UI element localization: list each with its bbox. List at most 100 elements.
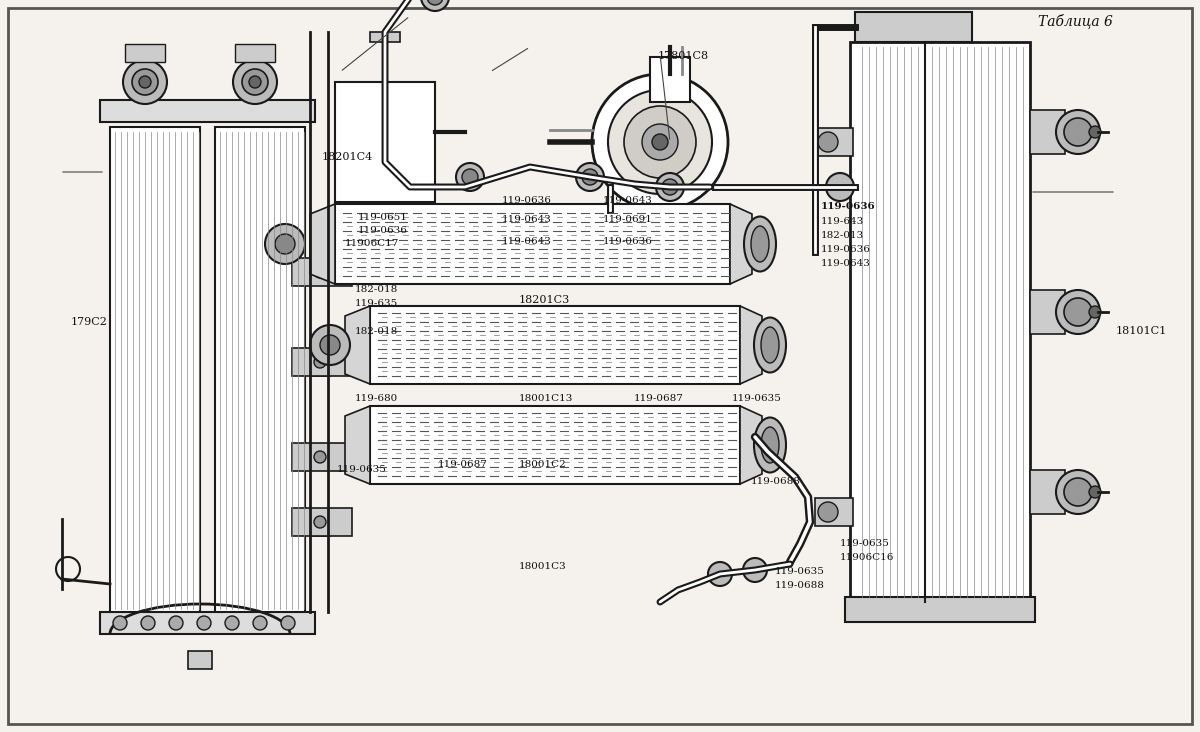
Bar [845,597,1034,622]
Circle shape [462,169,478,185]
Circle shape [576,163,604,191]
Circle shape [226,616,239,630]
Ellipse shape [754,318,786,373]
Circle shape [310,325,350,365]
Circle shape [582,169,598,185]
Text: 119-0643: 119-0643 [821,259,871,268]
Text: 182-018: 182-018 [355,285,398,294]
Text: 119-0636: 119-0636 [821,245,871,254]
Circle shape [818,502,838,522]
Text: 119-643: 119-643 [821,217,864,225]
Text: 18001С3: 18001С3 [518,562,566,571]
Text: 119-0635: 119-0635 [337,466,388,474]
Polygon shape [740,406,762,484]
Bar [188,651,212,669]
Bar [370,32,400,42]
Bar [1030,290,1066,334]
Bar [215,127,305,614]
Circle shape [265,224,305,264]
Circle shape [421,0,449,11]
Circle shape [656,173,684,201]
Bar [850,42,1030,602]
Text: 119-0635: 119-0635 [732,395,782,403]
Polygon shape [346,406,370,484]
Circle shape [818,132,838,152]
Bar [815,498,853,526]
Circle shape [1064,118,1092,146]
Text: Таблица 6: Таблица 6 [1038,13,1112,28]
Bar [1030,470,1066,514]
Bar [292,508,352,536]
Circle shape [1090,306,1102,318]
Polygon shape [310,204,335,284]
Text: 18201С3: 18201С3 [518,295,570,305]
Bar [310,352,330,376]
Circle shape [281,616,295,630]
Circle shape [253,616,266,630]
Circle shape [1064,298,1092,326]
Bar [235,44,275,62]
Bar [650,57,690,102]
Bar [292,443,352,471]
Text: 119-0635: 119-0635 [840,539,890,548]
Bar [110,127,200,614]
Bar [100,100,314,122]
Polygon shape [346,306,370,384]
Text: 119-0636: 119-0636 [821,202,876,211]
Circle shape [113,616,127,630]
Bar [1030,110,1066,154]
Text: 119-680: 119-680 [355,395,398,403]
Ellipse shape [744,217,776,272]
Text: 119-0687: 119-0687 [634,395,684,403]
Text: 119-0688: 119-0688 [775,581,826,590]
Circle shape [608,90,712,194]
Polygon shape [740,306,762,384]
Text: 119-0636: 119-0636 [502,196,552,205]
Circle shape [197,616,211,630]
Circle shape [456,163,484,191]
Circle shape [743,558,767,582]
Ellipse shape [761,327,779,363]
Circle shape [1064,478,1092,506]
Circle shape [592,74,728,210]
Polygon shape [730,204,752,284]
Text: 119-0687: 119-0687 [438,460,488,469]
Circle shape [708,562,732,586]
Circle shape [1056,110,1100,154]
Circle shape [314,451,326,463]
Circle shape [139,76,151,88]
Text: 119-0643: 119-0643 [602,196,653,205]
Bar [815,128,853,156]
Ellipse shape [751,226,769,262]
Text: 119-635: 119-635 [355,299,398,308]
Bar [335,82,436,202]
Bar [310,512,330,536]
Circle shape [275,234,295,254]
Circle shape [826,173,854,201]
Text: 11906С17: 11906С17 [344,239,398,248]
Bar [370,406,740,484]
Bar [125,44,166,62]
Ellipse shape [761,427,779,463]
Text: 18001С13: 18001С13 [518,395,572,403]
Bar [292,348,352,376]
Text: 18101С1: 18101С1 [1116,326,1168,336]
Bar [335,204,730,284]
Bar [370,306,740,384]
Text: 119-0643: 119-0643 [502,237,552,246]
Text: 179С2: 179С2 [71,317,108,327]
Circle shape [233,60,277,104]
Text: 119-0635: 119-0635 [775,567,826,576]
Bar [292,258,352,286]
Circle shape [169,616,182,630]
Circle shape [314,356,326,368]
Text: 119-0643: 119-0643 [502,215,552,224]
Bar [854,12,972,42]
Text: 11906С16: 11906С16 [840,553,894,561]
Circle shape [1090,126,1102,138]
Text: 182-018: 182-018 [355,327,398,336]
Text: 119-0651: 119-0651 [358,213,408,222]
Circle shape [124,60,167,104]
Circle shape [314,516,326,528]
Circle shape [1056,290,1100,334]
